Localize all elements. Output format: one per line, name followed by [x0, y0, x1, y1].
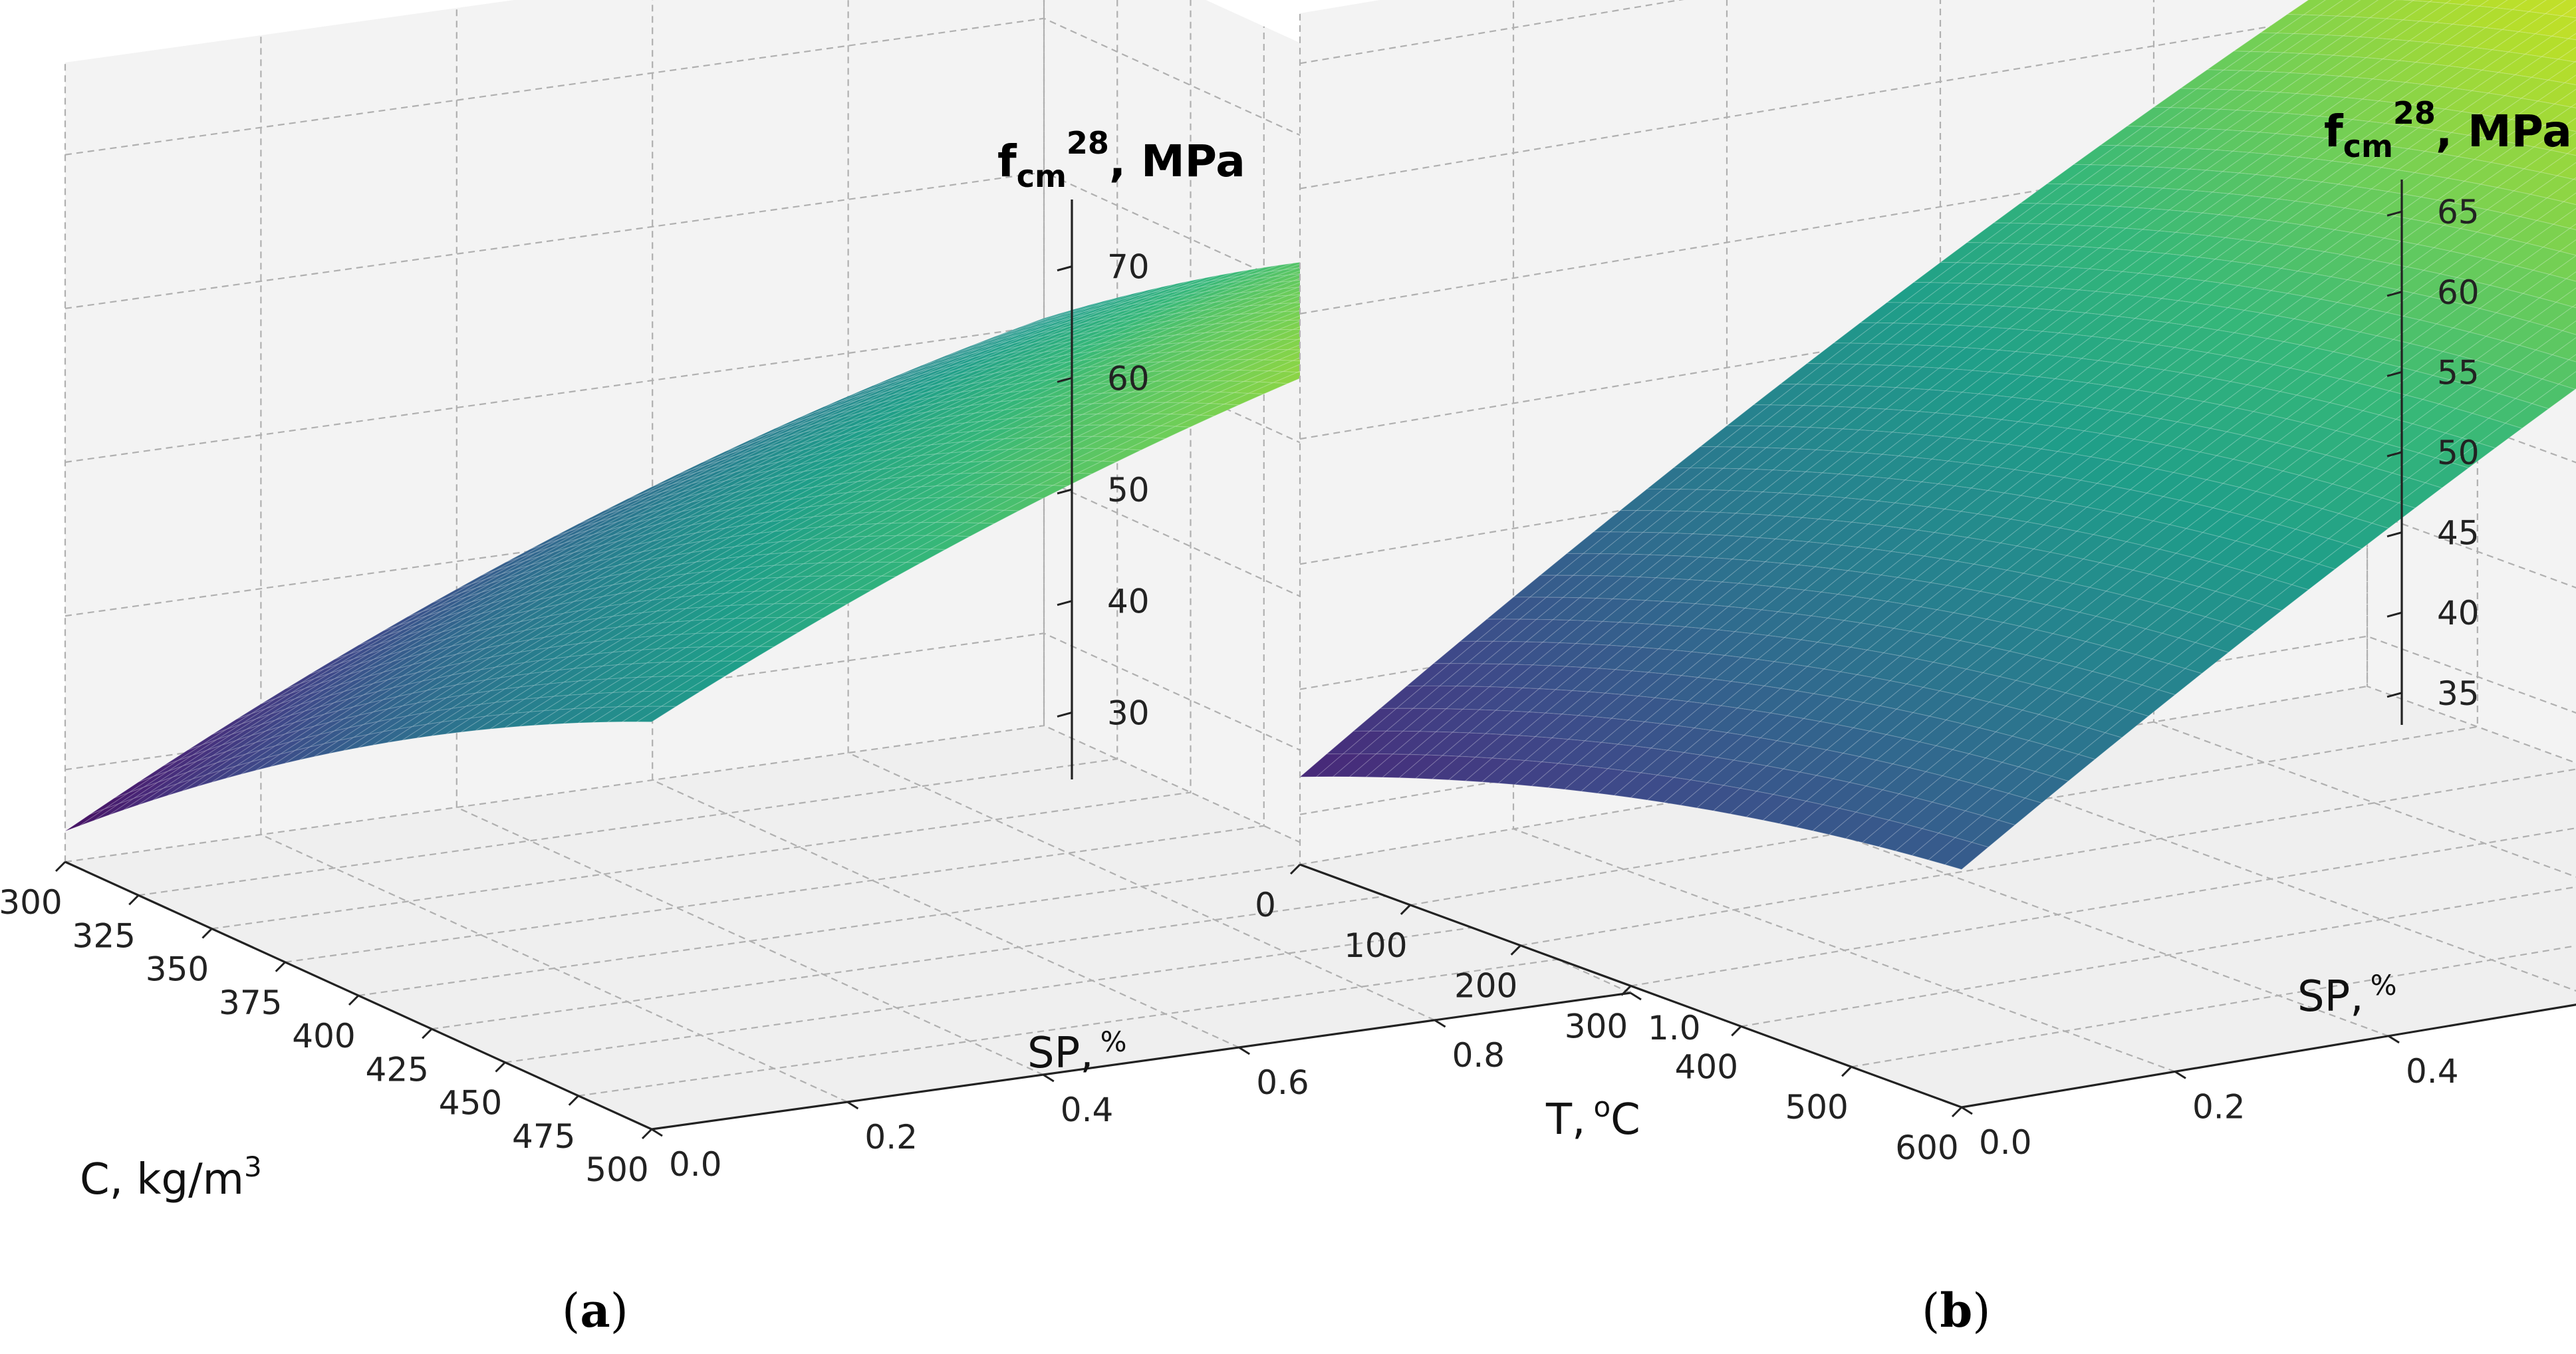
panel-a-x-tick	[276, 962, 285, 972]
panel-a-x-tick-label: 450	[439, 1084, 502, 1123]
panel-b-z-tick-label: 65	[2437, 193, 2480, 231]
panel-a-y-tick	[1239, 1047, 1249, 1054]
panel-a-z-tick-label: 40	[1107, 583, 1150, 621]
panel-b-label: (b)	[1922, 1283, 1991, 1338]
panel-b-x-tick-label: 300	[1565, 1008, 1628, 1046]
panel-b-x-tick	[1842, 1067, 1851, 1076]
panel-b-y-tick	[2175, 1071, 2186, 1078]
panel-a-y-tick-label: 0.6	[1256, 1063, 1309, 1102]
panel-a-z-tick-label: 60	[1107, 359, 1150, 398]
panel-a-x-tick	[129, 895, 138, 904]
panel-a-x-tick-label: 500	[585, 1151, 648, 1189]
panel-a-y-tick	[1630, 993, 1641, 1000]
panel-a-z-tick-label: 30	[1107, 694, 1150, 732]
panel-a-x-tick-label: 300	[0, 883, 63, 922]
panel-b-y-tick	[1962, 1107, 1972, 1114]
panel-a-y-tick-label: 0.4	[1061, 1091, 1114, 1129]
panel-a-x-tick-label: 400	[292, 1017, 355, 1055]
panel-a-y-axis-label: SP,%	[1027, 1025, 1126, 1078]
panel-a-y-tick	[1435, 1020, 1446, 1027]
panel-b-x-tick-label: 100	[1344, 926, 1407, 965]
panel-b-x-tick-label: 400	[1675, 1047, 1738, 1086]
panel-a-x-tick	[203, 929, 212, 938]
panel-b-x-axis-label: T,oC	[1545, 1091, 1640, 1145]
panel-b-z-tick-label: 60	[2437, 273, 2480, 312]
panel-a-x-tick	[56, 862, 65, 871]
panel-b-x-tick-label: 500	[1785, 1088, 1848, 1127]
panel-b-y-tick	[2388, 1036, 2399, 1043]
panel-b-y-tick-label: 0.4	[2406, 1052, 2459, 1091]
panel-a-x-tick	[569, 1096, 579, 1105]
panel-a-x-tick	[349, 996, 358, 1005]
panel-a-x-tick-label: 425	[366, 1050, 429, 1089]
panel-a-x-tick	[496, 1063, 505, 1072]
panel-a-z-tick-label: 50	[1107, 471, 1150, 509]
panel-a-label: (a)	[562, 1283, 628, 1338]
panel-a-x-tick-label: 375	[219, 984, 282, 1022]
panel-b-z-tick-label: 35	[2437, 674, 2480, 713]
panel-b-x-tick	[1732, 1026, 1741, 1035]
panel-b-x-tick	[1952, 1107, 1962, 1117]
panel-b-x-tick-label: 200	[1454, 967, 1517, 1006]
panel-a-x-tick	[642, 1129, 652, 1139]
panel-b-z-tick-label: 55	[2437, 353, 2480, 392]
panel-a-y-tick-label: 0.0	[669, 1145, 722, 1184]
panel-a-y-tick-label: 0.2	[864, 1118, 918, 1156]
panel-b-z-tick-label: 40	[2437, 594, 2480, 632]
panel-a-y-tick-label: 1.0	[1648, 1009, 1701, 1047]
panel-b-y-tick-label: 0.2	[2192, 1087, 2246, 1126]
panel-b-z-tick-label: 45	[2437, 514, 2480, 553]
panel-b-z-tick-label: 50	[2437, 434, 2480, 472]
panel-a-x-tick	[422, 1029, 432, 1038]
panel-a-x-tick-label: 350	[146, 950, 209, 989]
panel-a-z-tick-label: 70	[1107, 248, 1150, 287]
panel-a-x-tick-label: 475	[512, 1117, 575, 1156]
panel-a-y-tick	[847, 1102, 858, 1109]
panel-a-y-tick	[652, 1129, 662, 1136]
panel-b-y-tick-label: 0.0	[1979, 1123, 2032, 1162]
panel-b-x-tick-label: 0	[1255, 886, 1276, 924]
panel-b-x-tick-label: 600	[1895, 1129, 1958, 1167]
panel-a-y-tick-label: 0.8	[1452, 1036, 1505, 1075]
panel-a-x-tick-label: 325	[72, 916, 136, 955]
panel-b: 0 100 200 300 400 500 600 0.0 0.2 0.4 0.6 0.8 1.0 35 4…	[1255, 0, 2576, 1338]
panel-a-x-axis-label: C, kg/m3	[80, 1151, 262, 1204]
